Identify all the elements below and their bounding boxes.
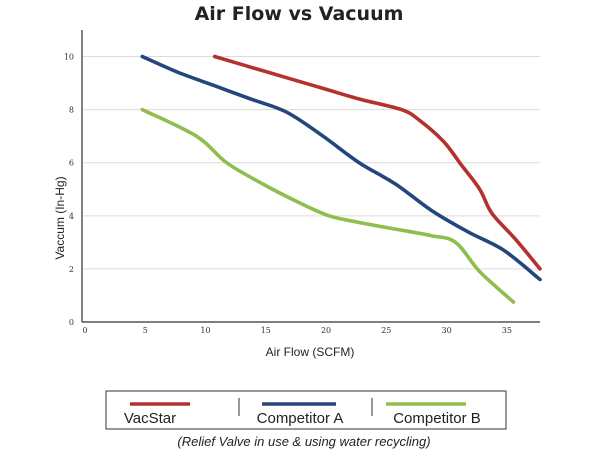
series-line-competitor-a (140, 54, 542, 282)
axes (81, 30, 540, 323)
x-axis-label: Air Flow (SCFM) (266, 345, 355, 359)
series-line-competitor-b (140, 107, 516, 304)
y-tick-label: 2 (69, 265, 74, 274)
legend: VacStar Competitor A Competitor B (105, 390, 507, 430)
series-line-vacstar (212, 54, 542, 271)
chart-title: Air Flow vs Vacuum (195, 3, 404, 25)
x-tick-label: 35 (502, 326, 512, 335)
x-tick-label: 0 (82, 326, 87, 335)
x-tick-label: 30 (441, 326, 451, 335)
y-tick-label: 4 (69, 212, 74, 221)
y-tick-label: 10 (64, 53, 74, 62)
legend-box (105, 390, 507, 430)
y-tick-label: 8 (69, 106, 74, 115)
legend-items: VacStar Competitor A Competitor B (124, 398, 481, 427)
chart-note: (Relief Valve in use & using water recyc… (177, 434, 430, 449)
x-tick-label: 10 (200, 326, 210, 335)
x-tick-label: 5 (143, 326, 148, 335)
tick-labels: 0 2 4 6 8 10 0 5 10 15 20 25 30 35 (64, 53, 512, 335)
y-tick-label: 6 (69, 159, 74, 168)
legend-label-competitor-a: Competitor A (257, 410, 344, 427)
x-tick-label: 25 (381, 326, 391, 335)
y-tick-label: 0 (69, 318, 74, 327)
grid (82, 56, 540, 270)
y-axis-label: Vaccum (In-Hg) (53, 176, 67, 259)
x-tick-label: 15 (261, 326, 271, 335)
legend-label-vacstar: VacStar (124, 410, 176, 427)
series-lines (140, 54, 542, 304)
legend-label-competitor-b: Competitor B (393, 410, 481, 427)
x-tick-label: 20 (321, 326, 331, 335)
